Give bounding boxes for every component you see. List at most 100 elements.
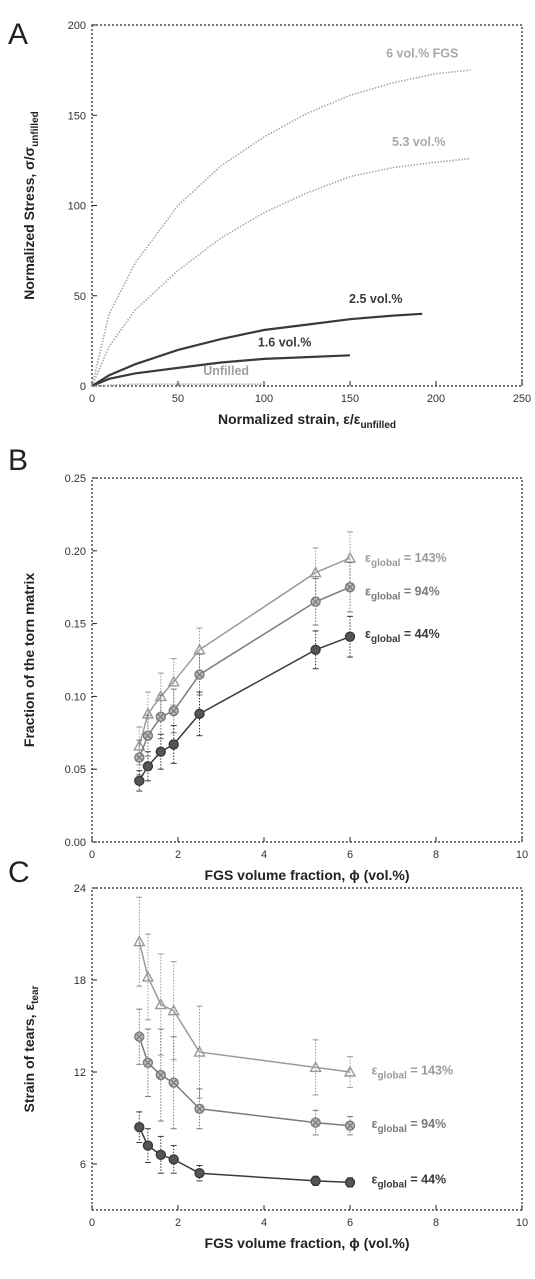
data-point-cross [312,1119,320,1127]
data-point [155,1149,167,1161]
y-tick-label: 0.20 [65,546,86,558]
series-label: εglobal = 94% [365,585,440,603]
plot-frame [91,477,523,843]
data-point [155,711,167,722]
data-point-cross [346,1122,354,1130]
y-tick-label: 200 [68,20,86,32]
data-point [344,1120,356,1131]
series-label-sub: global [377,1179,407,1190]
x-tick-label: 8 [433,849,439,861]
series-label-value: = 143% [407,1063,453,1077]
y-tick-label: 0.25 [65,473,86,485]
data-point [310,596,321,607]
data-point-cross [196,1105,203,1113]
data-point [134,1031,145,1042]
data-point [194,669,205,680]
series-line [91,157,471,387]
plot-frame [91,24,523,387]
data-point [154,998,167,1010]
series-label: εglobal = 143% [365,551,447,569]
series-label-value: = 44% [407,1172,446,1186]
data-point [133,935,146,947]
series-label-value: = 94% [407,1117,446,1131]
data-point [155,1069,167,1081]
series-annotation: 2.5 vol.% [349,292,403,306]
panel-letter-b: B [8,444,28,477]
data-point [134,752,145,763]
x-tick-label: 4 [261,849,267,861]
y-tick-label: 18 [74,975,86,987]
data-point-cross [157,713,165,721]
data-point [344,1177,356,1188]
x-tick-label: 6 [347,849,353,861]
x-tick-label: 2 [175,849,181,861]
data-point-cross [346,583,354,591]
data-point [142,1140,154,1151]
series-annotation: Unfilled [203,364,249,378]
data-point [142,1057,154,1069]
x-tick-label: 250 [513,393,531,405]
y-axis-label: Strain of tears, εtear [21,985,41,1112]
data-point-cross [170,1079,178,1087]
data-point [168,1077,179,1088]
y-tick-label: 0.15 [65,619,86,631]
series-line [91,69,471,387]
data-point-cross [170,707,178,715]
data-point-cross [135,754,143,761]
data-point [310,1117,321,1128]
data-point [344,582,356,593]
data-point [194,1167,205,1179]
y-axis-label-sub: tear [30,985,41,1003]
data-point [155,746,167,757]
y-axis-label-sub: unfilled [30,111,41,147]
x-tick-label: 10 [516,1217,528,1229]
series-line [91,312,423,387]
data-point [142,730,154,741]
y-tick-label: 24 [74,883,86,895]
x-axis-label: FGS volume fraction, ϕ (vol.%) [205,1235,410,1251]
data-point [168,1154,179,1165]
series-label-sub: global [371,558,401,569]
data-point [194,708,205,720]
data-point [141,970,155,982]
data-point [193,1045,206,1057]
plot-frame [91,887,523,1211]
data-point [142,761,154,772]
y-axis-label: Normalized Stress, σ/σunfilled [21,111,41,300]
x-axis-label: Normalized strain, ε/εunfilled [218,411,396,431]
data-point [310,1175,321,1187]
y-tick-label: 150 [68,110,86,122]
x-tick-label: 0 [89,1217,95,1229]
panel-a-chart: 0 50 100 150 200 250 0 50 100 150 200 Normalized st… [21,20,531,431]
series-annotation: 1.6 vol.% [258,335,312,349]
data-point [167,675,180,687]
x-axis-label: FGS volume fraction, ϕ (vol.%) [205,867,410,883]
series-label-sub: global [371,634,401,645]
data-point [134,1121,145,1133]
data-point-cross [312,598,320,606]
data-point [343,1065,357,1077]
series-annotation: 5.3 vol.% [392,135,446,149]
data-point [343,551,357,563]
series-line [91,354,351,388]
x-tick-label: 100 [255,393,273,405]
series-label: εglobal = 143% [372,1063,454,1081]
series-line [138,586,351,758]
panel-letter-a: A [8,18,28,51]
data-point [309,1060,322,1073]
series-label: εglobal = 44% [372,1172,447,1190]
data-point [154,689,167,702]
y-tick-label: 0 [80,381,86,393]
panel-b-chart: 0 2 4 6 8 10 0.00 0.05 0.10 0.15 0.20 0.25 FGS volum… [21,473,528,883]
data-point [168,739,179,750]
data-point-cross [157,1071,165,1079]
x-axis-label-sub: unfilled [360,420,396,431]
data-point-cross [144,1059,152,1067]
y-tick-label: 6 [80,1159,86,1171]
series-annotation: 6 vol.% FGS [386,46,458,60]
series-label-value: = 94% [400,585,439,599]
series-label-sub: global [371,592,401,603]
data-point [168,705,179,717]
x-tick-label: 150 [341,393,359,405]
